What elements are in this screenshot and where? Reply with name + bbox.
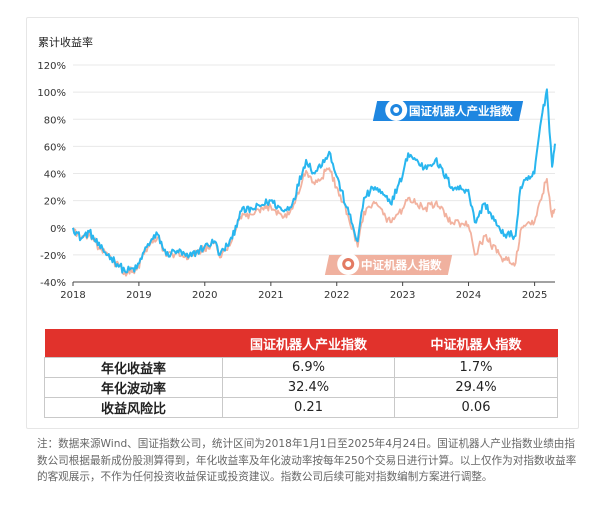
- y-tick-label: -20%: [40, 251, 66, 262]
- cell-value: 0.06: [394, 397, 558, 418]
- y-tick-label: 0%: [50, 224, 66, 235]
- row-label: 收益风险比: [44, 397, 223, 418]
- x-tick-label: 2021: [258, 290, 283, 300]
- x-tick-label: 2020: [192, 290, 217, 300]
- line-chart: 120% 100% 80% 60% 40% 20% 0% -20% -40%2018 2019 20…: [37, 61, 556, 300]
- stats-header-zhongzheng: 中证机器人指数: [394, 329, 558, 358]
- robot-logo-icon: [385, 99, 408, 121]
- stats-table: 国证机器人产业指数 中证机器人指数 年化收益率 6.9% 1.7% 年化波动率 …: [44, 329, 558, 418]
- table-row: 年化波动率 32.4% 29.4%: [44, 377, 558, 398]
- y-tick-label: -40%: [40, 278, 66, 289]
- robot-logo-icon: [337, 253, 360, 275]
- stats-header-blank: [44, 329, 223, 358]
- cell-value: 29.4%: [394, 377, 558, 398]
- row-label: 年化波动率: [44, 377, 223, 398]
- series-line-zhongzheng: [72, 167, 556, 277]
- cell-value: 1.7%: [394, 357, 558, 378]
- legend-label-zhongzheng: 中证机器人指数: [361, 258, 442, 272]
- y-tick-label: 80%: [44, 115, 66, 126]
- footnote: 注：数据来源Wind、国证指数公司，统计区间为2018年1月1日至2025年4月…: [37, 438, 577, 483]
- y-tick-label: 20%: [44, 197, 66, 208]
- y-tick-label: 60%: [44, 142, 66, 153]
- stats-header-guozheng: 国证机器人产业指数: [222, 329, 395, 358]
- x-tick-label: 2022: [324, 290, 349, 300]
- x-tick-label: 2023: [390, 290, 415, 300]
- table-row: 年化收益率 6.9% 1.7%: [44, 357, 558, 378]
- y-axis-title: 累计收益率: [38, 36, 93, 49]
- series-line-guozheng: [72, 88, 556, 274]
- x-tick-label: 2025: [522, 290, 547, 300]
- x-tick-label: 2019: [126, 290, 151, 300]
- x-tick-label: 2018: [60, 290, 85, 300]
- cell-value: 32.4%: [222, 377, 395, 398]
- legend-tag-zhongzheng: 中证机器人指数: [324, 253, 452, 275]
- row-label: 年化收益率: [44, 357, 223, 378]
- table-row: 收益风险比 0.21 0.06: [44, 397, 558, 418]
- stats-header-row: 国证机器人产业指数 中证机器人指数: [44, 329, 558, 358]
- y-tick-label: 100%: [37, 88, 66, 99]
- legend-tag-guozheng: 国证机器人产业指数: [372, 99, 523, 121]
- cell-value: 6.9%: [222, 357, 395, 378]
- x-tick-label: 2024: [456, 290, 481, 300]
- legend-label-guozheng: 国证机器人产业指数: [409, 104, 513, 118]
- cell-value: 0.21: [222, 397, 395, 418]
- y-tick-label: 40%: [44, 170, 66, 181]
- y-tick-label: 120%: [37, 61, 66, 72]
